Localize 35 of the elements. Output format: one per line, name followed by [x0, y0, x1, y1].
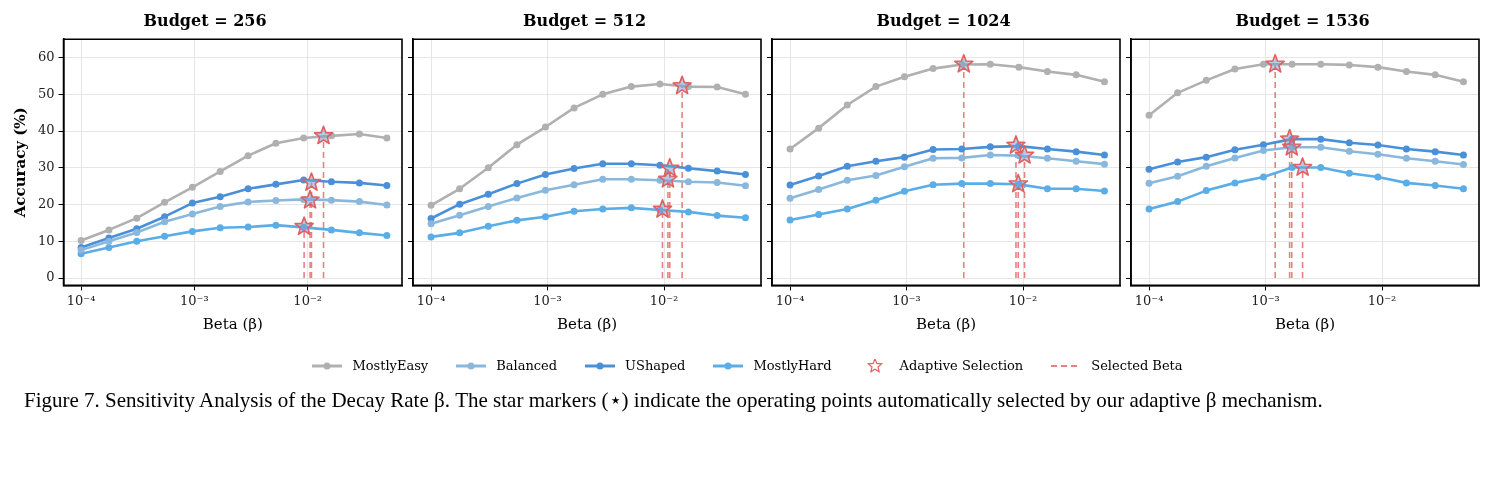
y-tick-label: 10 — [38, 232, 55, 248]
legend-label: MostlyHard — [753, 358, 832, 373]
x-tick-label: 10⁻³ — [892, 292, 921, 308]
x-axis-title: Beta (β) — [915, 314, 977, 333]
chart-title: Budget = 256 — [143, 10, 267, 30]
x-axis-title: Beta (β) — [556, 314, 618, 333]
x-tick-label: 10⁻³ — [180, 292, 209, 308]
x-tick-label: 10⁻⁴ — [775, 292, 805, 308]
caption: Figure 7. Sensitivity Analysis of the Decay Rate β. The star markers (⋆) indicate the operating points automatically selected by our adaptive β mechanism. — [23, 387, 1324, 414]
chart-title: Budget = 512 — [522, 10, 647, 30]
y-tick-label: 50 — [38, 85, 55, 101]
x-axis-title: Beta (β) — [1274, 314, 1336, 333]
x-axis-title: Beta (β) — [202, 314, 263, 333]
y-tick-label: 40 — [38, 122, 55, 138]
x-tick-label: 10⁻⁴ — [66, 292, 96, 308]
legend-label: Balanced — [496, 358, 558, 373]
y-tick-label: 60 — [38, 48, 55, 64]
legend-label: MostlyEasy — [352, 358, 429, 373]
y-axis-title: Accuracy (%) — [10, 107, 29, 219]
x-tick-label: 10⁻² — [1367, 292, 1397, 308]
x-tick-label: 10⁻² — [293, 292, 322, 308]
chart-title: Budget = 1536 — [1235, 10, 1370, 30]
x-tick-label: 10⁻³ — [1251, 292, 1280, 308]
x-tick-label: 10⁻⁴ — [1134, 292, 1164, 308]
y-tick-label: 30 — [38, 159, 55, 175]
legend-label: Adaptive Selection — [899, 358, 1024, 373]
legend-label: Selected Beta — [1091, 358, 1183, 373]
y-tick-label: 20 — [38, 195, 55, 211]
chart-title: Budget = 1024 — [876, 10, 1011, 30]
x-tick-label: 10⁻² — [1008, 292, 1038, 308]
x-tick-label: 10⁻² — [649, 292, 679, 308]
legend-label: UShaped — [625, 358, 686, 373]
x-tick-label: 10⁻⁴ — [416, 292, 446, 308]
x-tick-label: 10⁻³ — [533, 292, 562, 308]
y-tick-label: 0 — [46, 269, 55, 285]
